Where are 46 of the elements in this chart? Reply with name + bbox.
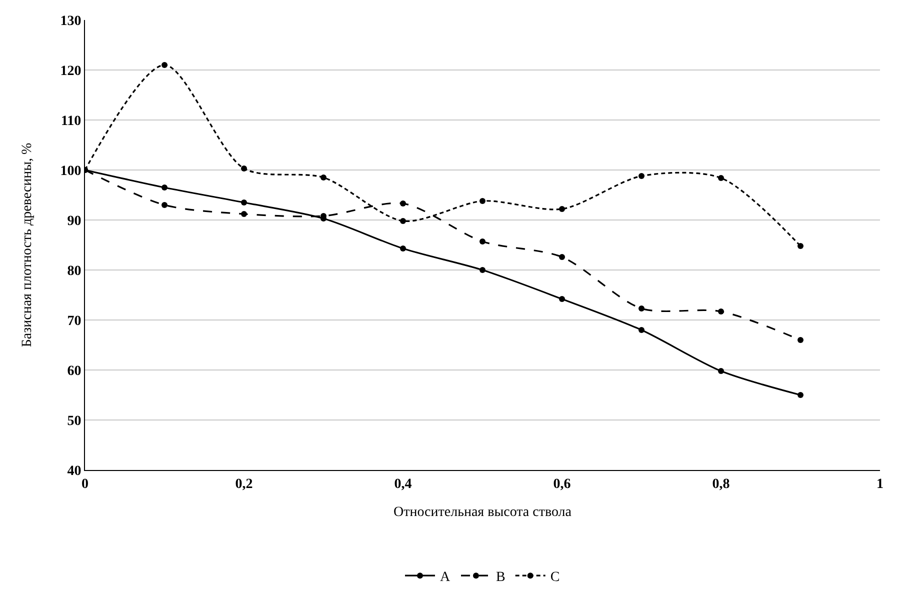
point xyxy=(162,62,168,68)
x-tick-label: 1 xyxy=(876,476,884,492)
x-tick-label: 0 xyxy=(82,476,88,492)
point xyxy=(638,173,644,179)
x-axis-title: Относительная высота ствола xyxy=(393,505,572,520)
point xyxy=(798,392,804,398)
y-tick-label: 90 xyxy=(67,214,82,229)
point xyxy=(241,200,247,206)
point xyxy=(241,166,247,172)
x-tick-label: 0,4 xyxy=(394,476,412,492)
y-tick-label: 130 xyxy=(60,14,82,29)
point xyxy=(480,238,486,244)
point xyxy=(320,174,326,180)
y-tick-label: 110 xyxy=(60,114,82,129)
x-tick-label: 0,6 xyxy=(553,476,571,492)
point xyxy=(559,206,565,212)
y-tick-label: 100 xyxy=(60,164,82,179)
legend-label: A xyxy=(440,570,451,586)
legend-label: C xyxy=(550,570,560,586)
y-axis-title: Базисная плотность древесины, % xyxy=(20,142,35,348)
point xyxy=(559,254,565,260)
point xyxy=(718,368,724,374)
y-tick-label: 40 xyxy=(67,464,82,479)
legend-label: B xyxy=(496,570,506,586)
point xyxy=(718,308,724,314)
x-tick-label: 0,8 xyxy=(712,476,730,492)
point xyxy=(638,306,644,312)
point xyxy=(798,243,804,249)
x-tick-label: 0,2 xyxy=(235,476,253,492)
point xyxy=(638,327,644,333)
point xyxy=(480,267,486,273)
point xyxy=(718,175,724,181)
point xyxy=(798,337,804,343)
y-tick-label: 120 xyxy=(60,64,82,79)
point xyxy=(480,198,486,204)
point xyxy=(400,200,406,206)
point xyxy=(162,184,168,190)
point xyxy=(241,211,247,217)
y-tick-label: 70 xyxy=(67,314,82,329)
point xyxy=(559,296,565,302)
y-tick-label: 80 xyxy=(67,264,82,279)
point xyxy=(162,202,168,208)
y-tick-label: 50 xyxy=(67,414,82,429)
point xyxy=(400,246,406,252)
y-tick-label: 60 xyxy=(67,364,82,379)
point xyxy=(400,218,406,224)
